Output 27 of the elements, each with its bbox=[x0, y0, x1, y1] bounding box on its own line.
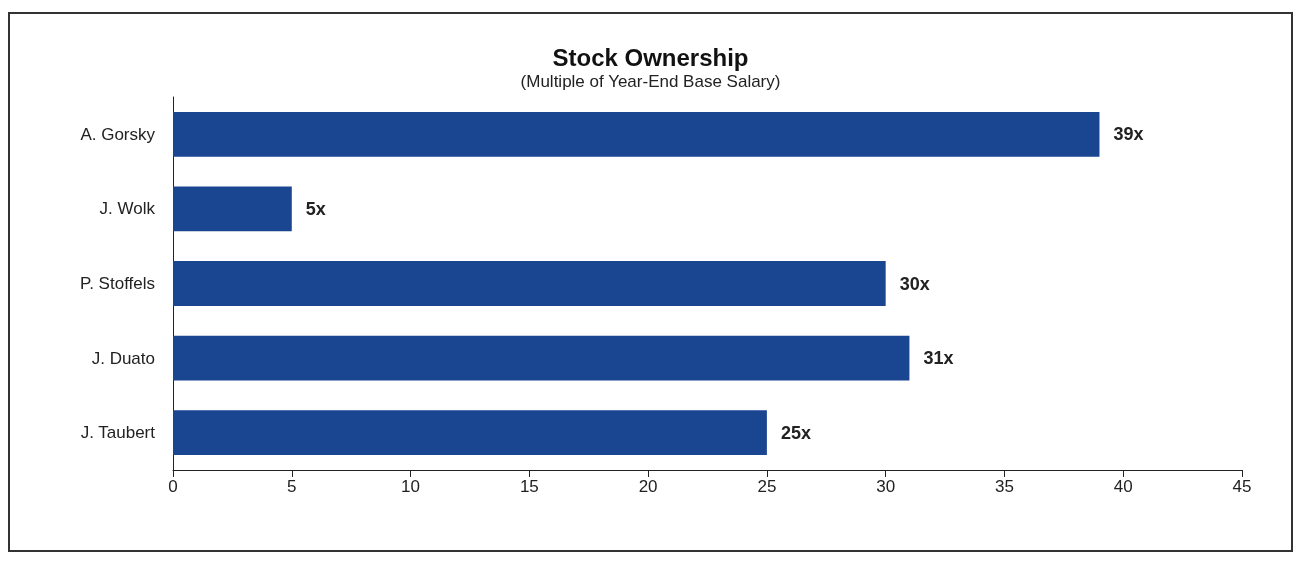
bar bbox=[173, 410, 767, 456]
x-tick-label: 15 bbox=[519, 477, 539, 496]
y-tick-label: A. Gorsky bbox=[80, 124, 156, 144]
x-tick-label: 35 bbox=[994, 477, 1014, 496]
chart-subtitle: (Multiple of Year-End Base Salary) bbox=[520, 72, 781, 91]
bar bbox=[173, 186, 292, 232]
x-tick-label: 10 bbox=[401, 477, 421, 496]
chart-title: Stock Ownership bbox=[552, 43, 749, 71]
y-tick-label: P. Stoffels bbox=[80, 274, 155, 293]
x-tick-label: 25 bbox=[757, 477, 777, 496]
y-tick-label: J. Taubert bbox=[80, 423, 156, 443]
x-tick-label: 40 bbox=[1113, 477, 1133, 496]
y-tick-label: J. Wolk bbox=[99, 199, 156, 219]
x-tick-label: 45 bbox=[1232, 477, 1252, 496]
x-tick-label: 0 bbox=[168, 477, 178, 496]
data-label: 5x bbox=[305, 198, 326, 219]
bar bbox=[173, 111, 1100, 157]
y-tick-label: J. Duato bbox=[91, 348, 155, 368]
x-tick-label: 20 bbox=[638, 477, 658, 496]
x-tick-label: 30 bbox=[876, 477, 896, 496]
x-tick-label: 5 bbox=[287, 477, 297, 496]
bar bbox=[173, 261, 886, 306]
data-label: 39x bbox=[1113, 124, 1144, 145]
data-label: 31x bbox=[923, 348, 954, 369]
bar bbox=[173, 335, 910, 381]
data-label: 30x bbox=[899, 273, 930, 294]
data-label: 25x bbox=[780, 422, 811, 443]
